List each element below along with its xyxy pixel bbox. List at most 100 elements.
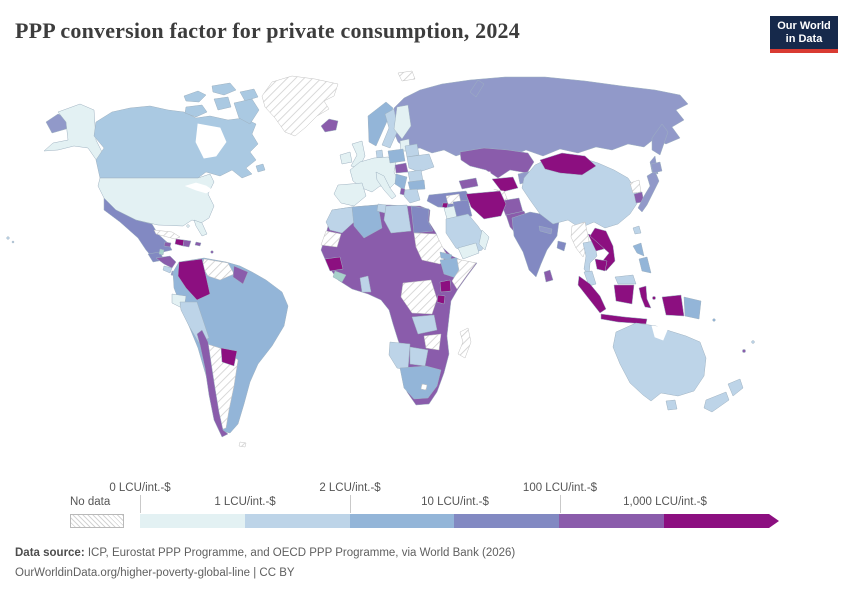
- region-new-caledonia[interactable]: [742, 349, 746, 353]
- region-canada-arctic-4[interactable]: [184, 104, 208, 118]
- region-philippines-mindanao[interactable]: [638, 256, 652, 274]
- region-south-africa[interactable]: [399, 365, 442, 400]
- region-papua-new-guinea[interactable]: [683, 296, 702, 320]
- region-uganda[interactable]: [439, 279, 452, 293]
- region-mexico[interactable]: [103, 197, 173, 258]
- region-indonesia-moluccas[interactable]: [652, 296, 656, 300]
- owid-logo[interactable]: Our World in Data: [770, 16, 838, 53]
- region-yemen[interactable]: [457, 242, 480, 260]
- region-canada-arctic-5[interactable]: [213, 96, 232, 111]
- region-indonesia-papua[interactable]: [661, 294, 685, 317]
- region-russia[interactable]: [391, 76, 689, 158]
- region-colombia[interactable]: [177, 258, 211, 301]
- region-bahamas[interactable]: [186, 224, 190, 228]
- region-bangladesh[interactable]: [556, 240, 567, 252]
- legend-seg-2-10[interactable]: [349, 514, 455, 528]
- region-liberia[interactable]: [332, 270, 347, 283]
- region-cambodia[interactable]: [594, 258, 608, 272]
- region-poland[interactable]: [387, 148, 406, 164]
- region-finland[interactable]: [393, 104, 412, 140]
- region-ireland[interactable]: [339, 151, 353, 165]
- region-iraq[interactable]: [452, 199, 473, 219]
- region-ukraine[interactable]: [406, 153, 435, 173]
- legend-seg-0-1[interactable]: [140, 514, 245, 528]
- region-indonesia-sumatra[interactable]: [577, 275, 607, 314]
- region-somalia[interactable]: [451, 258, 477, 290]
- region-iberia[interactable]: [333, 182, 367, 207]
- region-jamaica[interactable]: [163, 241, 172, 248]
- region-canada-arctic-3[interactable]: [239, 88, 259, 102]
- region-indonesia-java[interactable]: [600, 313, 648, 325]
- region-solomon-islands[interactable]: [712, 318, 716, 322]
- region-hungary[interactable]: [394, 162, 409, 174]
- region-malaysia-borneo[interactable]: [614, 274, 637, 285]
- region-greece[interactable]: [403, 188, 421, 204]
- region-uzbekistan[interactable]: [491, 176, 519, 193]
- region-new-zealand-north[interactable]: [727, 378, 744, 397]
- region-lesser-antilles[interactable]: [210, 250, 214, 254]
- region-kazakhstan[interactable]: [459, 147, 535, 179]
- region-guinea-sierra-leone[interactable]: [324, 256, 344, 272]
- legend-seg-100-1000[interactable]: [559, 514, 665, 528]
- region-bulgaria[interactable]: [407, 179, 426, 191]
- region-guyana-suriname[interactable]: [232, 265, 249, 285]
- region-iran[interactable]: [465, 190, 507, 220]
- region-canada-arctic-1[interactable]: [183, 90, 207, 103]
- region-botswana[interactable]: [409, 346, 429, 367]
- legend-color-bar[interactable]: [140, 514, 779, 528]
- region-italy[interactable]: [375, 171, 397, 200]
- region-caucasus[interactable]: [458, 177, 479, 190]
- region-zimbabwe[interactable]: [423, 333, 442, 351]
- region-hawaii-2[interactable]: [11, 240, 15, 244]
- region-japan[interactable]: [637, 170, 660, 213]
- region-costa-rica[interactable]: [162, 265, 173, 274]
- region-baffin-island[interactable]: [233, 98, 260, 125]
- region-denmark[interactable]: [375, 149, 384, 159]
- region-haiti[interactable]: [174, 238, 185, 247]
- region-sri-lanka[interactable]: [543, 269, 554, 283]
- region-dominican-republic[interactable]: [182, 239, 192, 248]
- world-choropleth-map[interactable]: [0, 68, 850, 470]
- region-canada-arctic-2[interactable]: [211, 82, 237, 96]
- region-egypt[interactable]: [410, 205, 434, 234]
- region-dr-congo[interactable]: [400, 279, 438, 315]
- region-libya[interactable]: [383, 204, 412, 234]
- region-hawaii[interactable]: [6, 236, 10, 240]
- region-madagascar[interactable]: [457, 327, 472, 359]
- region-falkland-islands[interactable]: [238, 441, 247, 448]
- region-algeria[interactable]: [351, 204, 383, 239]
- region-oman[interactable]: [478, 229, 490, 251]
- region-philippines-luzon[interactable]: [632, 242, 645, 257]
- region-novaya-zemlya[interactable]: [469, 79, 485, 98]
- region-sweden[interactable]: [381, 108, 399, 149]
- region-japan-hokkaido[interactable]: [650, 161, 663, 174]
- region-belarus[interactable]: [404, 143, 420, 158]
- region-belize[interactable]: [158, 248, 165, 256]
- region-puerto-rico[interactable]: [194, 241, 202, 247]
- region-taiwan[interactable]: [632, 225, 642, 235]
- region-tasmania[interactable]: [665, 399, 678, 411]
- region-florida[interactable]: [193, 219, 208, 237]
- region-zambia[interactable]: [411, 314, 438, 335]
- legend-seg-10-100[interactable]: [454, 514, 560, 528]
- region-svalbard[interactable]: [397, 70, 416, 82]
- region-canada[interactable]: [93, 105, 259, 179]
- region-newfoundland[interactable]: [255, 163, 266, 173]
- region-paraguay[interactable]: [220, 347, 238, 367]
- legend-seg-1-2[interactable]: [244, 514, 350, 528]
- region-western-sahara[interactable]: [320, 230, 342, 248]
- region-russia-kamchatka[interactable]: [651, 123, 669, 156]
- region-malaysia-peninsular[interactable]: [583, 270, 597, 287]
- region-lesotho[interactable]: [420, 383, 428, 391]
- region-greenland[interactable]: [261, 75, 339, 137]
- region-indonesia-kalimantan[interactable]: [613, 284, 635, 305]
- region-serbia-balkans[interactable]: [394, 173, 408, 191]
- region-mongolia[interactable]: [539, 152, 597, 176]
- region-cuba[interactable]: [153, 229, 181, 240]
- region-namibia[interactable]: [388, 341, 411, 371]
- region-indonesia-sulawesi[interactable]: [638, 285, 652, 309]
- region-fiji[interactable]: [751, 340, 755, 344]
- region-rwanda-burundi[interactable]: [436, 294, 446, 305]
- region-new-zealand-south[interactable]: [703, 391, 730, 413]
- license-line[interactable]: OurWorldinData.org/higher-poverty-global…: [15, 566, 295, 579]
